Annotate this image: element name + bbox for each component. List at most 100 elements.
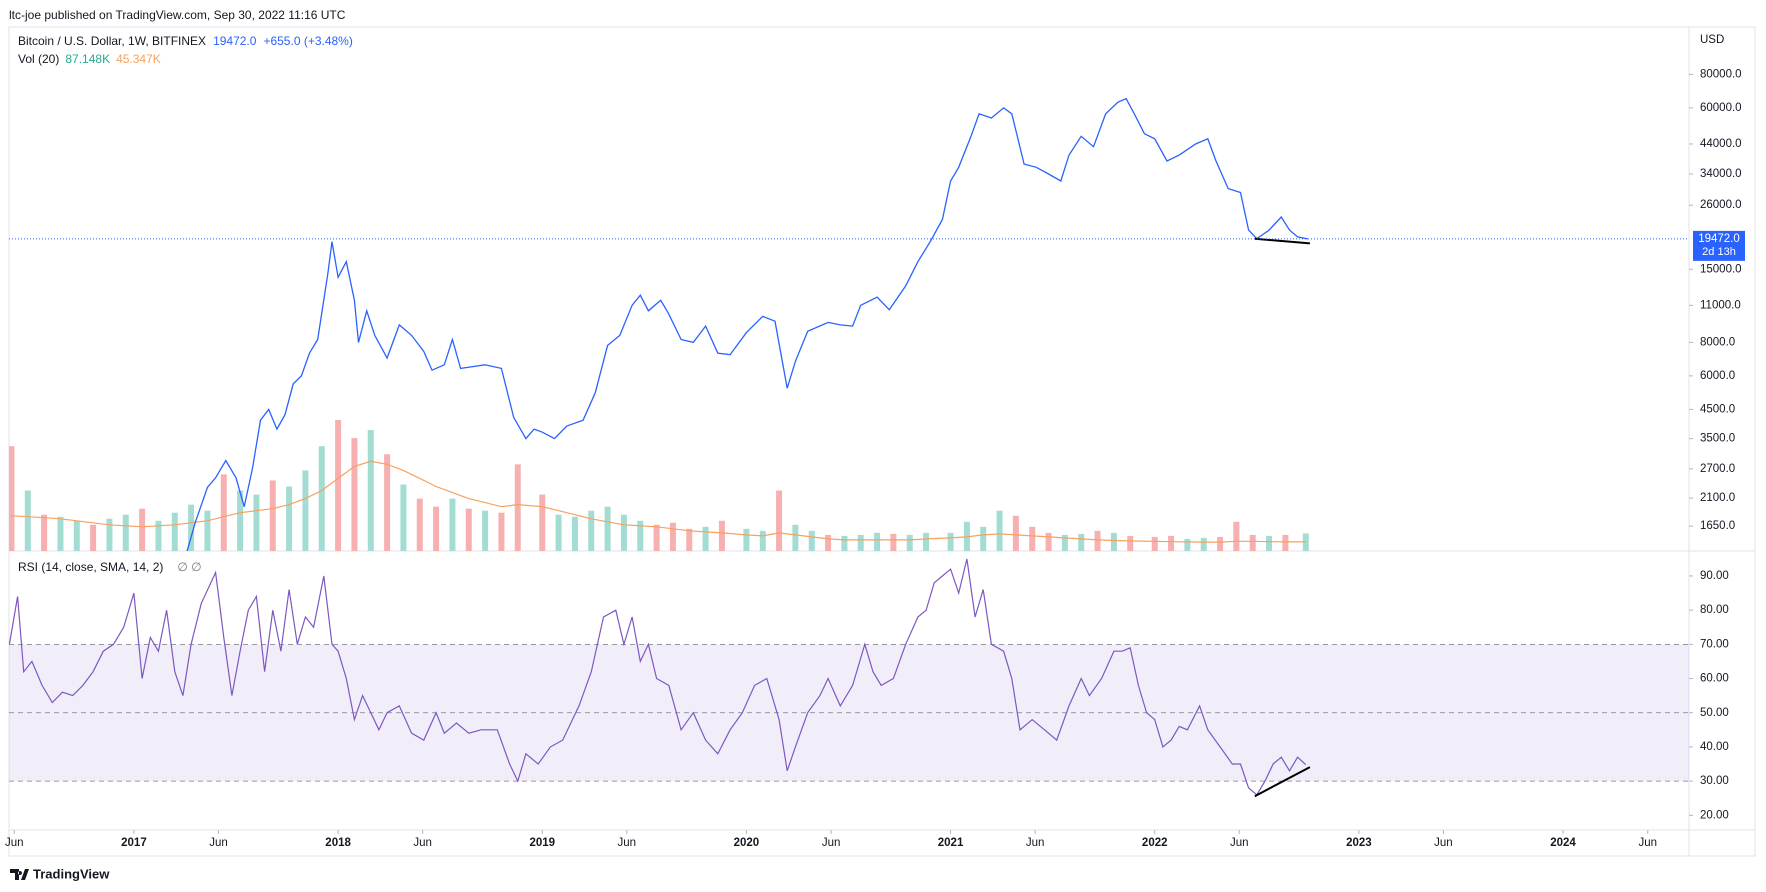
x-tick-label: Jun (822, 837, 841, 849)
volume-bar (400, 484, 407, 551)
price-change: +655.0 (+3.48%) (263, 34, 352, 48)
volume-bar (253, 494, 260, 551)
volume-bar (1012, 515, 1019, 551)
volume-bar (1045, 532, 1052, 551)
last-price-countdown: 2d 13h (1702, 246, 1736, 258)
x-tick-label: Jun (5, 837, 24, 849)
volume-bar (1127, 535, 1134, 551)
volume-bar (57, 516, 64, 551)
publisher-line: ltc-joe published on TradingView.com, Se… (9, 8, 346, 22)
y-tick-label: 2700.0 (1700, 463, 1735, 475)
x-tick-label: Jun (1026, 837, 1045, 849)
volume-bar (1094, 530, 1101, 551)
volume-bar (604, 506, 611, 551)
rsi-title: RSI (14, close, SMA, 14, 2) (18, 560, 163, 574)
volume-bar (171, 512, 178, 551)
y-tick-label: 8000.0 (1700, 336, 1735, 348)
volume-bar (841, 535, 848, 551)
volume-bar (416, 498, 423, 551)
y-tick-label: 30.00 (1700, 775, 1729, 787)
volume-bar (73, 520, 80, 551)
volume-bar (857, 534, 864, 551)
trend-line (1254, 766, 1311, 798)
y-tick-label: 11000.0 (1700, 299, 1741, 311)
volume-bar (1266, 535, 1273, 551)
volume-bar (465, 508, 472, 551)
volume-bar (571, 516, 578, 551)
volume-ma-line (11, 460, 1306, 543)
volume-bar (1184, 538, 1191, 551)
volume-bar (1029, 526, 1036, 551)
chart-frame (8, 26, 1756, 857)
volume-bar (106, 518, 113, 551)
x-tick-label: 2019 (529, 837, 555, 849)
y-tick-label: 2100.0 (1700, 492, 1735, 504)
volume-bar (433, 506, 440, 551)
volume-bar (808, 530, 815, 551)
volume-bar (669, 522, 676, 551)
volume-bar (367, 430, 374, 551)
volume-bar (90, 524, 97, 551)
volume-bar (482, 510, 489, 551)
rsi-symbols: ∅ ∅ (177, 560, 201, 574)
y-tick-label: 60000.0 (1700, 102, 1742, 114)
volume-bar (1217, 536, 1224, 551)
x-tick-label: 2018 (325, 837, 351, 849)
volume-bar (237, 490, 244, 551)
tradingview-logo: TradingView (10, 866, 110, 881)
volume-bar (335, 420, 342, 551)
y-tick-label: 4500.0 (1700, 403, 1735, 415)
volume-bar (384, 454, 391, 551)
y-tick-label: 80000.0 (1700, 68, 1742, 80)
volume-bar (776, 490, 783, 551)
volume-bar (947, 532, 954, 551)
volume-bar (923, 532, 930, 551)
y-tick-label: 60.00 (1700, 673, 1729, 685)
volume-bar (269, 480, 276, 551)
y-tick-label: 6000.0 (1700, 370, 1735, 382)
volume-bar (1151, 536, 1158, 551)
volume-bar (302, 470, 309, 551)
volume-bar (637, 520, 644, 551)
volume-bar (996, 510, 1003, 551)
volume-legend: Vol (20) 87.148K 45.347K (18, 52, 161, 66)
volume-bar (906, 534, 913, 551)
x-tick-label: Jun (1434, 837, 1453, 849)
price-axis-unit: USD (1700, 34, 1724, 46)
volume-last: 87.148K (65, 52, 110, 66)
x-tick-label: 2021 (938, 837, 964, 849)
volume-bar (220, 474, 227, 551)
volume-bar (24, 490, 31, 551)
volume-bar (718, 520, 725, 551)
x-tick-label: Jun (209, 837, 228, 849)
volume-bar (139, 508, 146, 551)
volume-bar (498, 512, 505, 551)
volume-bar (1282, 534, 1289, 551)
x-tick-label: 2020 (734, 837, 760, 849)
volume-bar (1078, 533, 1085, 551)
brand: TradingView (33, 866, 110, 881)
y-tick-label: 3500.0 (1700, 433, 1735, 445)
y-tick-label: 90.00 (1700, 570, 1729, 582)
y-tick-label: 26000.0 (1700, 199, 1742, 211)
volume-bar (514, 464, 521, 551)
x-tick-label: 2023 (1346, 837, 1372, 849)
volume-bar (1233, 521, 1240, 551)
last-price-tag (1693, 230, 1745, 261)
trend-line (1254, 237, 1310, 245)
rsi-pane (9, 558, 1689, 798)
last-price: 19472.0 (213, 34, 257, 48)
volume-bar (188, 504, 195, 551)
volume-bar (1200, 537, 1207, 551)
volume-title: Vol (20) (18, 52, 59, 66)
rsi-legend: RSI (14, close, SMA, 14, 2) ∅ ∅ (18, 560, 202, 574)
x-tick-label: Jun (413, 837, 432, 849)
volume-bar (686, 528, 693, 551)
volume-bar (539, 494, 546, 551)
y-tick-label: 70.00 (1700, 638, 1729, 650)
volume-bar (588, 510, 595, 551)
volume-bar (122, 514, 129, 551)
y-tick-label: 15000.0 (1700, 263, 1742, 275)
x-tick-label: Jun (1638, 837, 1657, 849)
